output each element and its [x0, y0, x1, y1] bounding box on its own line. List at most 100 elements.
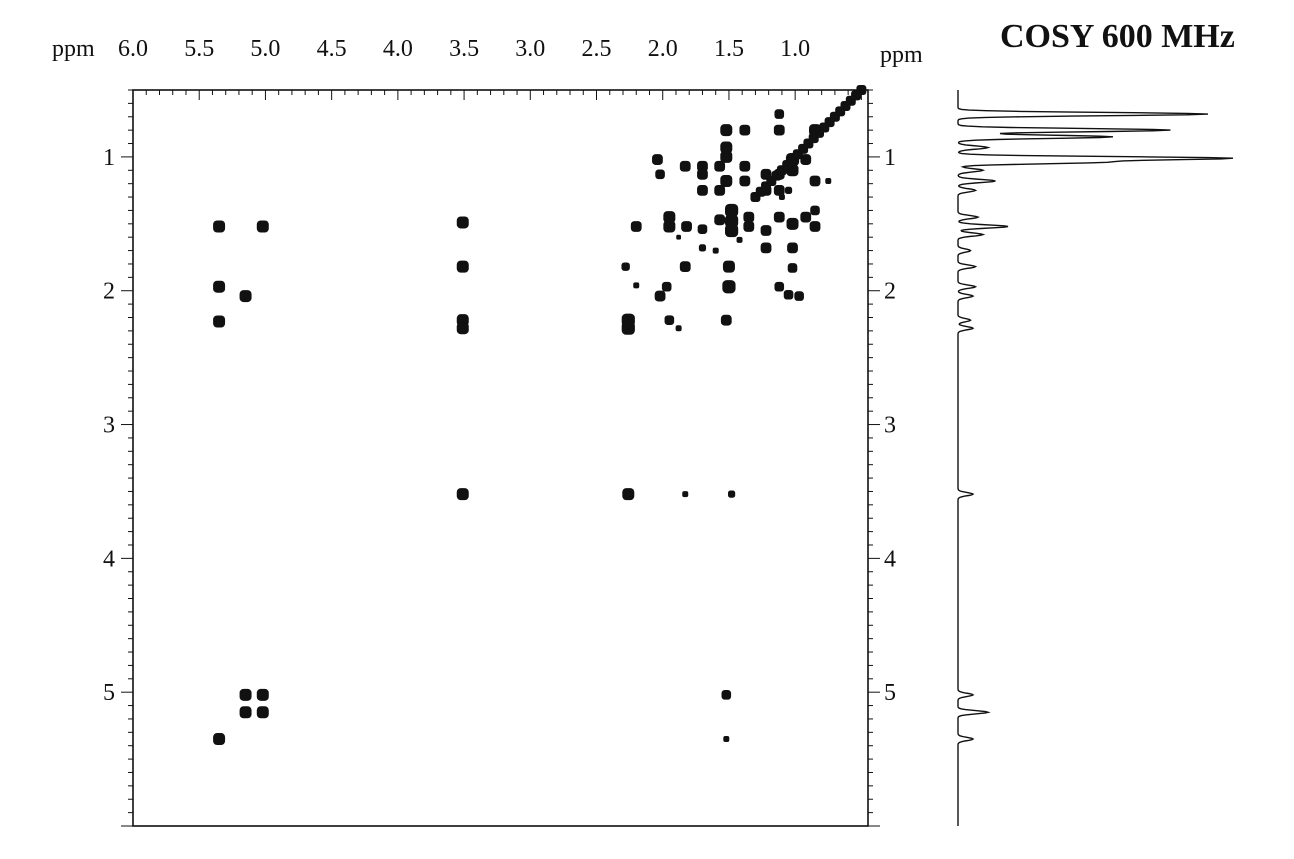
cross-peak — [679, 160, 691, 172]
cross-peak — [456, 216, 469, 229]
cross-peak — [774, 109, 785, 119]
cross-peak — [633, 282, 640, 289]
cross-peak — [679, 261, 691, 273]
cross-peak — [256, 706, 269, 719]
cross-peak — [825, 177, 832, 184]
x-tick-label: 6.0 — [118, 36, 148, 62]
cross-peak — [682, 491, 689, 498]
x-axis-label: ppm — [52, 36, 95, 62]
plot-area-frame — [132, 89, 869, 827]
cross-peak — [213, 280, 226, 293]
cross-peak — [773, 184, 785, 196]
cross-peak — [456, 488, 469, 501]
x-tick-label: 4.5 — [317, 36, 347, 62]
y-tick-label-right: 5 — [884, 680, 896, 706]
projection-1d-trace — [957, 90, 1234, 826]
cross-peak — [760, 225, 772, 236]
cross-peak — [739, 160, 751, 172]
cross-peak — [697, 168, 708, 180]
x-tick-label: 3.5 — [449, 36, 479, 62]
x-tick-label: 3.0 — [515, 36, 545, 62]
cross-peak — [786, 217, 799, 230]
cross-peak — [697, 160, 708, 172]
x-tick-label: 5.0 — [250, 36, 280, 62]
x-tick-label: 5.5 — [184, 36, 214, 62]
x-tick-label: 2.5 — [582, 36, 612, 62]
cross-peak — [714, 184, 726, 196]
cross-peak — [456, 322, 469, 335]
cross-peak — [456, 260, 469, 273]
y-tick-label-right: 2 — [884, 279, 896, 305]
cross-peak — [809, 175, 821, 187]
cross-peak — [773, 124, 785, 136]
cross-peak — [654, 290, 666, 302]
cross-peak — [663, 220, 676, 233]
cross-peak — [720, 124, 733, 137]
cross-peak — [213, 315, 226, 328]
x-tick-label: 1.0 — [780, 36, 810, 62]
cross-peak — [676, 234, 682, 240]
diagonal-peak — [856, 85, 867, 95]
chart-title: COSY 600 MHz — [1000, 18, 1235, 55]
cross-peak — [652, 154, 663, 165]
cross-peak — [675, 325, 682, 332]
cross-peak — [681, 221, 692, 232]
cross-peak — [773, 211, 785, 223]
cross-peak — [720, 150, 733, 163]
y-tick-label-right: 1 — [884, 145, 896, 171]
cross-peak — [239, 706, 252, 719]
cross-peak — [723, 736, 730, 743]
cross-peak — [794, 291, 804, 301]
y-tick-label-left: 5 — [103, 680, 115, 706]
cross-peak — [787, 242, 798, 254]
y-axis-label: ppm — [880, 42, 923, 68]
cross-peak — [721, 690, 732, 700]
y-tick-label-left: 2 — [103, 279, 115, 305]
cross-peak — [663, 211, 676, 224]
cross-peak — [809, 221, 821, 232]
cross-peak — [760, 242, 772, 254]
cross-peak — [743, 211, 755, 223]
cross-peak — [787, 263, 798, 273]
cross-peak — [810, 205, 820, 216]
cross-peak — [724, 203, 739, 218]
cross-peak — [714, 160, 726, 172]
cross-peak — [783, 289, 794, 300]
y-tick-label-right: 4 — [884, 546, 896, 572]
y-tick-label-left: 1 — [103, 145, 115, 171]
cross-peak — [784, 186, 793, 194]
cross-peak — [664, 315, 675, 325]
cross-peak — [213, 733, 226, 746]
x-tick-label: 1.5 — [714, 36, 744, 62]
cross-peak — [774, 281, 785, 292]
cross-peak — [720, 141, 733, 154]
cross-peak — [736, 236, 743, 243]
cross-peak — [661, 281, 672, 292]
cross-peak — [697, 184, 708, 196]
y-tick-label-left: 3 — [103, 413, 115, 439]
cross-peak — [800, 154, 812, 165]
y-tick-label-left: 4 — [103, 546, 115, 572]
cross-peak — [712, 247, 719, 254]
cross-peak — [698, 244, 707, 252]
cross-peak — [697, 224, 708, 234]
cross-peak — [724, 223, 739, 238]
cross-peak — [722, 280, 736, 294]
cross-peak — [739, 124, 751, 136]
cross-peak — [213, 220, 226, 233]
cross-peak — [621, 262, 630, 271]
cross-peak — [256, 220, 269, 233]
cross-peak — [722, 260, 735, 273]
cross-peak — [714, 214, 726, 226]
cross-peak — [778, 194, 785, 201]
cross-peak — [727, 490, 736, 498]
x-tick-label: 2.0 — [648, 36, 678, 62]
cross-peak — [743, 221, 755, 232]
x-tick-label: 4.0 — [383, 36, 413, 62]
cross-peak — [239, 290, 252, 303]
cross-peak — [630, 221, 642, 232]
y-tick-label-right: 3 — [884, 413, 896, 439]
cross-peak — [622, 488, 635, 501]
cross-peak — [739, 175, 751, 187]
